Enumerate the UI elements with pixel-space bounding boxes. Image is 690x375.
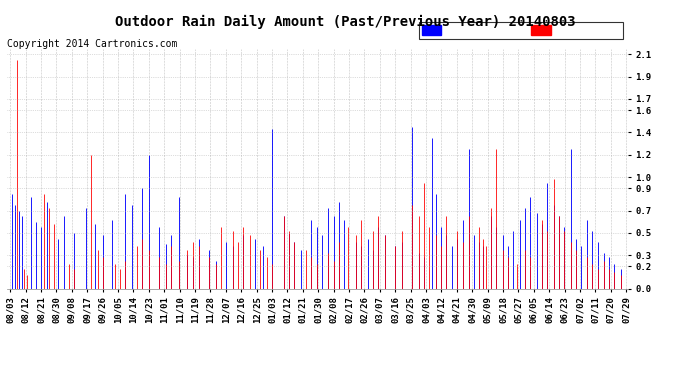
Text: Copyright 2014 Cartronics.com: Copyright 2014 Cartronics.com bbox=[7, 39, 177, 50]
Legend: Previous  (Inches), Past  (Inches): Previous (Inches), Past (Inches) bbox=[419, 22, 623, 39]
Text: Outdoor Rain Daily Amount (Past/Previous Year) 20140803: Outdoor Rain Daily Amount (Past/Previous… bbox=[115, 15, 575, 29]
